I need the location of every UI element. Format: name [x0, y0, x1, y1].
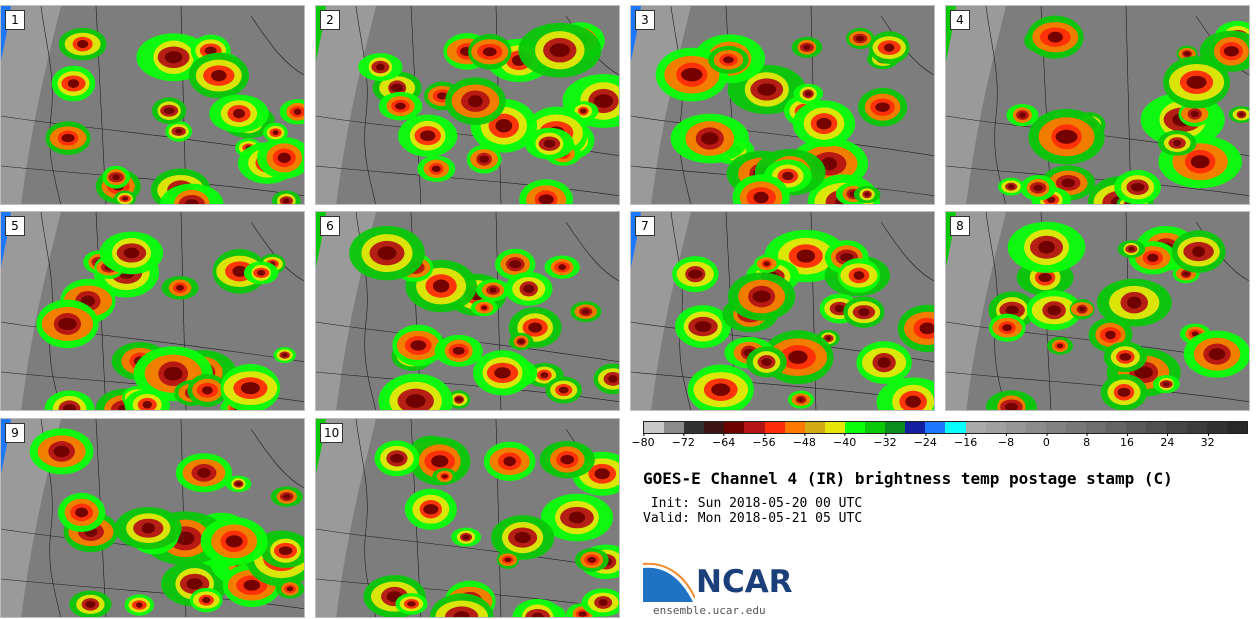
colorbar-segment: [644, 422, 665, 433]
ir-satellite-map: [316, 6, 619, 204]
ir-satellite-map: [631, 6, 934, 204]
colorbar-tick-label: 24: [1160, 433, 1175, 449]
postage-stamp-panel-2: 2: [315, 5, 620, 205]
ncar-logo: NCAR: [642, 562, 793, 604]
colorbar-segment: [804, 422, 825, 433]
postage-stamp-panel-4: 4: [945, 5, 1250, 205]
postage-stamp-panel-10: 10: [315, 418, 620, 618]
colorbar-segment: [865, 422, 886, 433]
postage-stamp-panel-5: 5: [0, 211, 305, 411]
colorbar-segment: [684, 422, 705, 433]
colorbar-segment: [965, 422, 986, 433]
colorbar-segment: [1025, 422, 1046, 433]
panel-number-label: 8: [950, 216, 970, 236]
panel-number-label: 5: [5, 216, 25, 236]
colorbar-segment: [784, 422, 805, 433]
colorbar-tick-label: 8: [1083, 433, 1091, 449]
init-time: Init: Sun 2018-05-20 00 UTC: [643, 496, 863, 511]
ncar-swoosh-icon: [642, 562, 696, 602]
colorbar-segment: [664, 422, 685, 433]
colorbar-tick-label: −72: [671, 433, 695, 449]
logo-url: ensemble.ucar.edu: [653, 604, 766, 617]
postage-stamp-panel-7: 7: [630, 211, 935, 411]
panel-number-label: 7: [635, 216, 655, 236]
colorbar-segment: [1005, 422, 1026, 433]
colorbar-segment: [985, 422, 1006, 433]
ir-satellite-map: [1, 6, 304, 204]
figure-title: GOES-E Channel 4 (IR) brightness temp po…: [643, 469, 1173, 488]
colorbar-tick-label: −16: [954, 433, 978, 449]
colorbar-ticks: −80 −72 −64 −56 −48 −40 −32 −24 −16 −8 0 8 16 24 32: [631, 433, 1248, 456]
colorbar-tick-label: 32: [1200, 433, 1215, 449]
ir-satellite-map: [946, 6, 1249, 204]
postage-stamp-panel-8: 8: [945, 211, 1250, 411]
colorbar-segment: [905, 422, 926, 433]
colorbar-tick-label: −56: [752, 433, 776, 449]
colorbar-segment: [844, 422, 866, 433]
colorbar-tick-label: −24: [913, 433, 937, 449]
panel-number-label: 2: [320, 10, 340, 30]
colorbar-tick-label: −8: [997, 433, 1015, 449]
postage-stamp-panel-6: 6: [315, 211, 620, 411]
colorbar-segment: [824, 422, 845, 433]
colorbar-tick-label: 16: [1120, 433, 1134, 449]
colorbar-tick-label: −40: [833, 433, 857, 449]
ir-satellite-map: [1, 419, 304, 617]
postage-stamp-panel-1: 1: [0, 5, 305, 205]
panel-number-label: 9: [5, 423, 25, 443]
colorbar-segment: [1186, 422, 1207, 433]
colorbar-segment: [1206, 422, 1227, 433]
colorbar-tick-label: −48: [792, 433, 816, 449]
colorbar-segment: [885, 422, 906, 433]
colorbar-segment: [1126, 422, 1147, 433]
ir-satellite-map: [946, 212, 1249, 410]
panel-number-label: 1: [5, 10, 25, 30]
ir-satellite-map: [316, 212, 619, 410]
ir-satellite-map: [316, 419, 619, 617]
colorbar-segment: [1086, 422, 1107, 433]
panel-number-label: 6: [320, 216, 340, 236]
ir-satellite-map: [631, 212, 934, 410]
colorbar-segment: [1106, 422, 1127, 433]
colorbar-segment: [744, 422, 765, 433]
colorbar-segment: [764, 422, 785, 433]
colorbar-tick-label: −64: [712, 433, 736, 449]
colorbar-tick-label: −80: [631, 433, 655, 449]
colorbar: [643, 421, 1248, 434]
colorbar-segment: [704, 422, 725, 433]
colorbar-segment: [1226, 422, 1247, 433]
panel-number-label: 4: [950, 10, 970, 30]
colorbar-tick-label: 0: [1042, 433, 1050, 449]
postage-stamp-panel-3: 3: [630, 5, 935, 205]
colorbar-segment: [1045, 422, 1066, 433]
colorbar-segment: [1065, 422, 1087, 433]
colorbar-tick-label: −32: [873, 433, 897, 449]
panel-number-label: 10: [320, 423, 344, 443]
panel-number-label: 3: [635, 10, 655, 30]
postage-stamp-panel-9: 9: [0, 418, 305, 618]
colorbar-segment: [925, 422, 946, 433]
ir-satellite-map: [1, 212, 304, 410]
colorbar-segment: [724, 422, 745, 433]
logo-text: NCAR: [696, 564, 793, 600]
valid-time: Valid: Mon 2018-05-21 05 UTC: [643, 511, 863, 526]
colorbar-segment: [1146, 422, 1167, 433]
colorbar-segment: [1166, 422, 1187, 433]
colorbar-segment: [945, 422, 966, 433]
